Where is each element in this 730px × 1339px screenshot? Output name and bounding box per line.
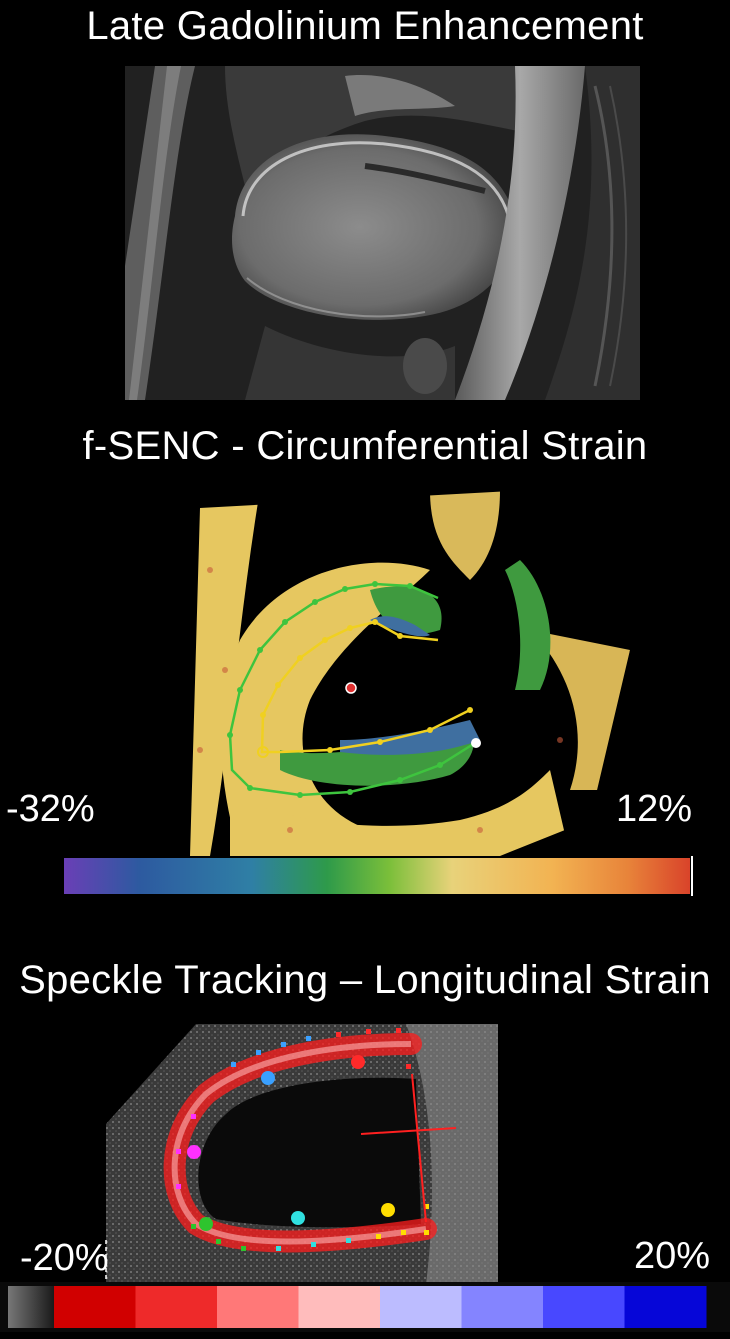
fsenc-colorbar	[64, 856, 693, 896]
white-marker	[471, 738, 481, 748]
speckle-title: Speckle Tracking – Longitudinal Strain	[19, 958, 711, 1002]
epicardial-contour	[228, 582, 476, 797]
center-marker	[345, 682, 357, 694]
speckle-colorbar-segment	[54, 1286, 136, 1328]
speckle-colorbar-segment	[380, 1286, 462, 1328]
speckle-ultrasound-image	[106, 1024, 498, 1284]
lge-mri-image	[125, 66, 640, 400]
epicardial-contour-points	[227, 581, 443, 798]
speckle-colorbar-segment	[461, 1286, 544, 1328]
fsenc-title: f-SENC - Circumferential Strain	[82, 424, 648, 468]
speckle-colorbar-segment	[217, 1286, 299, 1328]
speckle-scale-min: -20%	[20, 1237, 109, 1279]
speckle-colorbar	[0, 1282, 730, 1332]
fsenc-scale-min: -32%	[6, 788, 95, 830]
fsenc-strain-map	[190, 490, 630, 856]
speckle-colorbar-segment	[135, 1286, 218, 1328]
scale-tick-dashed	[105, 1240, 107, 1286]
fsenc-scale-max: 12%	[616, 788, 693, 830]
speckle-colorbar-segment	[543, 1286, 625, 1328]
endocardial-contour-points	[260, 619, 473, 753]
speckle-colorbar-segment	[624, 1286, 707, 1328]
speckle-colorbar-segment	[298, 1286, 381, 1328]
speckle-scale-max: 20%	[634, 1235, 711, 1277]
lge-title: Late Gadolinium Enhancement	[86, 4, 644, 48]
endocardial-contour	[260, 620, 471, 754]
